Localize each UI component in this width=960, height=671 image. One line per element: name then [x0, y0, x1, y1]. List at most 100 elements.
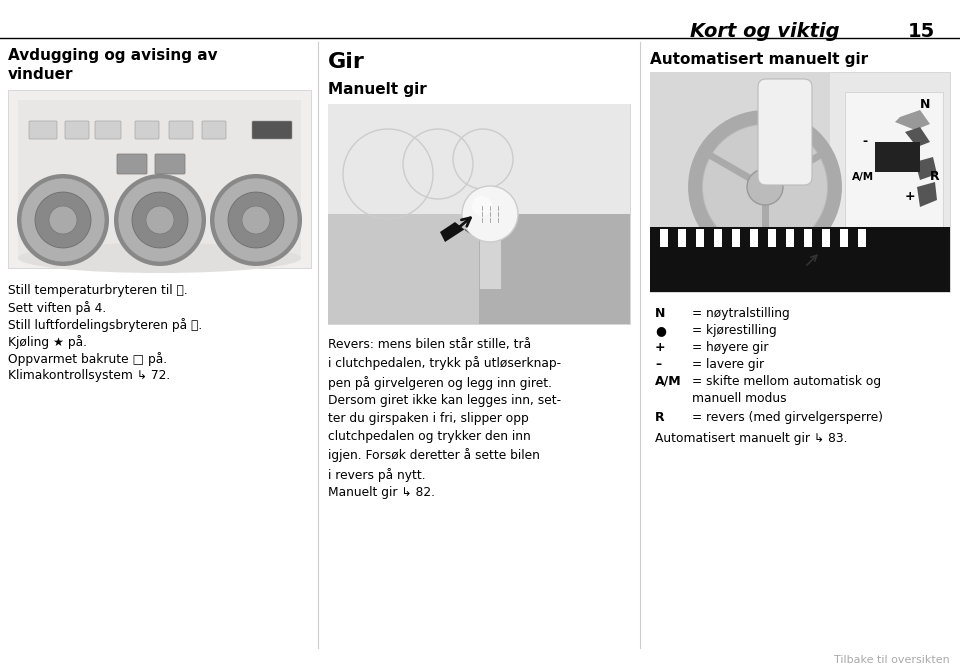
Circle shape [690, 112, 840, 262]
Text: = nøytralstilling: = nøytralstilling [692, 307, 790, 320]
Bar [650, 72, 830, 292]
Text: Tilbake til oversikten: Tilbake til oversikten [834, 655, 950, 665]
Bar [479, 199, 501, 289]
Bar [822, 229, 830, 247]
Text: -: - [862, 136, 868, 148]
FancyBboxPatch shape [117, 154, 147, 174]
Text: R: R [655, 411, 664, 424]
FancyBboxPatch shape [155, 154, 185, 174]
Text: ●: ● [655, 324, 666, 337]
Circle shape [49, 206, 77, 234]
Text: Sett viften på 4.: Sett viften på 4. [8, 301, 107, 315]
Text: Avdugging og avising av
vinduer: Avdugging og avising av vinduer [8, 48, 218, 82]
Bar [804, 229, 812, 247]
Polygon shape [817, 227, 835, 249]
Text: 15: 15 [908, 22, 935, 41]
Circle shape [703, 125, 827, 249]
Polygon shape [917, 182, 937, 207]
Circle shape [214, 178, 298, 262]
Text: = skifte mellom automatisk og
manuell modus: = skifte mellom automatisk og manuell mo… [692, 375, 881, 405]
Text: Revers: mens bilen står stille, trå
i clutchpedalen, trykk på utløserknap-
pen p: Revers: mens bilen står stille, trå i cl… [328, 338, 562, 390]
Circle shape [21, 178, 105, 262]
Bar [328, 104, 630, 324]
Bar [650, 227, 950, 292]
Circle shape [146, 206, 174, 234]
FancyBboxPatch shape [202, 121, 226, 139]
Polygon shape [763, 227, 781, 249]
Text: Manuelt gir ↳ 82.: Manuelt gir ↳ 82. [328, 486, 435, 499]
Bar [18, 100, 301, 258]
Circle shape [17, 174, 109, 266]
Bar [714, 229, 722, 247]
Polygon shape [781, 227, 799, 249]
FancyBboxPatch shape [65, 121, 89, 139]
Polygon shape [871, 227, 889, 249]
Bar [328, 104, 630, 214]
Text: Gir: Gir [328, 52, 365, 72]
Text: N: N [655, 307, 665, 320]
Circle shape [228, 192, 284, 248]
Bar [696, 229, 704, 247]
Bar [678, 229, 686, 247]
Circle shape [210, 174, 302, 266]
Bar [650, 72, 950, 292]
FancyBboxPatch shape [169, 121, 193, 139]
Polygon shape [853, 227, 871, 249]
Polygon shape [895, 110, 930, 130]
Bar [479, 214, 630, 324]
FancyBboxPatch shape [252, 121, 292, 139]
Bar [858, 229, 866, 247]
Text: Automatisert manuelt gir: Automatisert manuelt gir [650, 52, 868, 67]
Bar [8, 90, 311, 268]
Text: Automatisert manuelt gir ↳ 83.: Automatisert manuelt gir ↳ 83. [655, 432, 848, 445]
Bar [840, 229, 848, 247]
Text: = lavere gir: = lavere gir [692, 358, 764, 371]
Bar [875, 142, 920, 172]
Polygon shape [915, 157, 937, 180]
Bar [750, 229, 758, 247]
Polygon shape [727, 227, 745, 249]
Text: –: – [655, 358, 661, 371]
Circle shape [132, 192, 188, 248]
Text: Kjøling ★ på.: Kjøling ★ på. [8, 335, 87, 349]
Polygon shape [440, 222, 470, 242]
Circle shape [462, 186, 518, 242]
FancyBboxPatch shape [135, 121, 159, 139]
Bar [845, 92, 943, 242]
Text: Oppvarmet bakrute □ på.: Oppvarmet bakrute □ på. [8, 352, 167, 366]
Bar [768, 229, 776, 247]
Text: Still temperaturbryteren til Ⓦ.: Still temperaturbryteren til Ⓦ. [8, 284, 188, 297]
Polygon shape [835, 227, 853, 249]
Text: Dersom giret ikke kan legges inn, set-
ter du girspaken i fri, slipper opp
clutc: Dersom giret ikke kan legges inn, set- t… [328, 394, 562, 482]
Bar [786, 229, 794, 247]
FancyBboxPatch shape [29, 121, 57, 139]
Bar [732, 229, 740, 247]
Bar [660, 229, 668, 247]
Polygon shape [673, 227, 691, 249]
Circle shape [114, 174, 206, 266]
Text: A/M: A/M [852, 172, 874, 182]
Text: = kjørestilling: = kjørestilling [692, 324, 777, 337]
Text: R: R [930, 170, 940, 183]
Text: = revers (med girvelgersperre): = revers (med girvelgersperre) [692, 411, 883, 424]
Polygon shape [745, 227, 763, 249]
Circle shape [747, 169, 783, 205]
Text: = høyere gir: = høyere gir [692, 341, 769, 354]
Circle shape [472, 196, 492, 216]
Polygon shape [655, 227, 673, 249]
Text: Klimakontrollsystem ↳ 72.: Klimakontrollsystem ↳ 72. [8, 369, 170, 382]
Text: +: + [655, 341, 665, 354]
Polygon shape [709, 227, 727, 249]
Polygon shape [905, 127, 930, 147]
FancyBboxPatch shape [758, 79, 812, 185]
Text: Manuelt gir: Manuelt gir [328, 82, 427, 97]
FancyBboxPatch shape [95, 121, 121, 139]
Circle shape [35, 192, 91, 248]
Text: Kort og viktig: Kort og viktig [690, 22, 840, 41]
Polygon shape [799, 227, 817, 249]
Text: Still luftfordelingsbryteren på Ⓦ.: Still luftfordelingsbryteren på Ⓦ. [8, 318, 203, 332]
Polygon shape [691, 227, 709, 249]
Circle shape [242, 206, 270, 234]
Text: N: N [920, 97, 930, 111]
Text: A/M: A/M [655, 375, 682, 388]
